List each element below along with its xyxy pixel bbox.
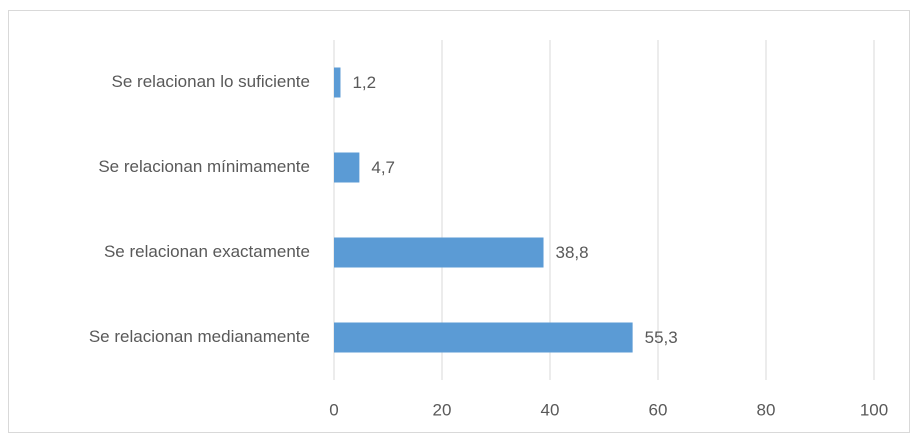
- data-label: 38,8: [556, 243, 589, 262]
- data-label: 1,2: [352, 73, 376, 92]
- data-label: 4,7: [371, 158, 395, 177]
- data-label: 55,3: [645, 328, 678, 347]
- chart-border: [8, 10, 910, 433]
- bar: [334, 322, 633, 353]
- bar: [334, 67, 341, 98]
- x-tick-label: 100: [860, 400, 888, 419]
- y-tick-label: Se relacionan mínimamente: [98, 157, 310, 176]
- x-tick-label: 80: [757, 400, 776, 419]
- bar: [334, 237, 544, 268]
- x-tick-label: 0: [329, 400, 338, 419]
- x-tick-label: 40: [541, 400, 560, 419]
- y-tick-label: Se relacionan lo suficiente: [112, 72, 310, 91]
- x-tick-label: 20: [433, 400, 452, 419]
- x-tick-label: 60: [649, 400, 668, 419]
- y-tick-label: Se relacionan medianamente: [89, 327, 310, 346]
- y-tick-label: Se relacionan exactamente: [104, 242, 310, 261]
- bar: [334, 152, 360, 183]
